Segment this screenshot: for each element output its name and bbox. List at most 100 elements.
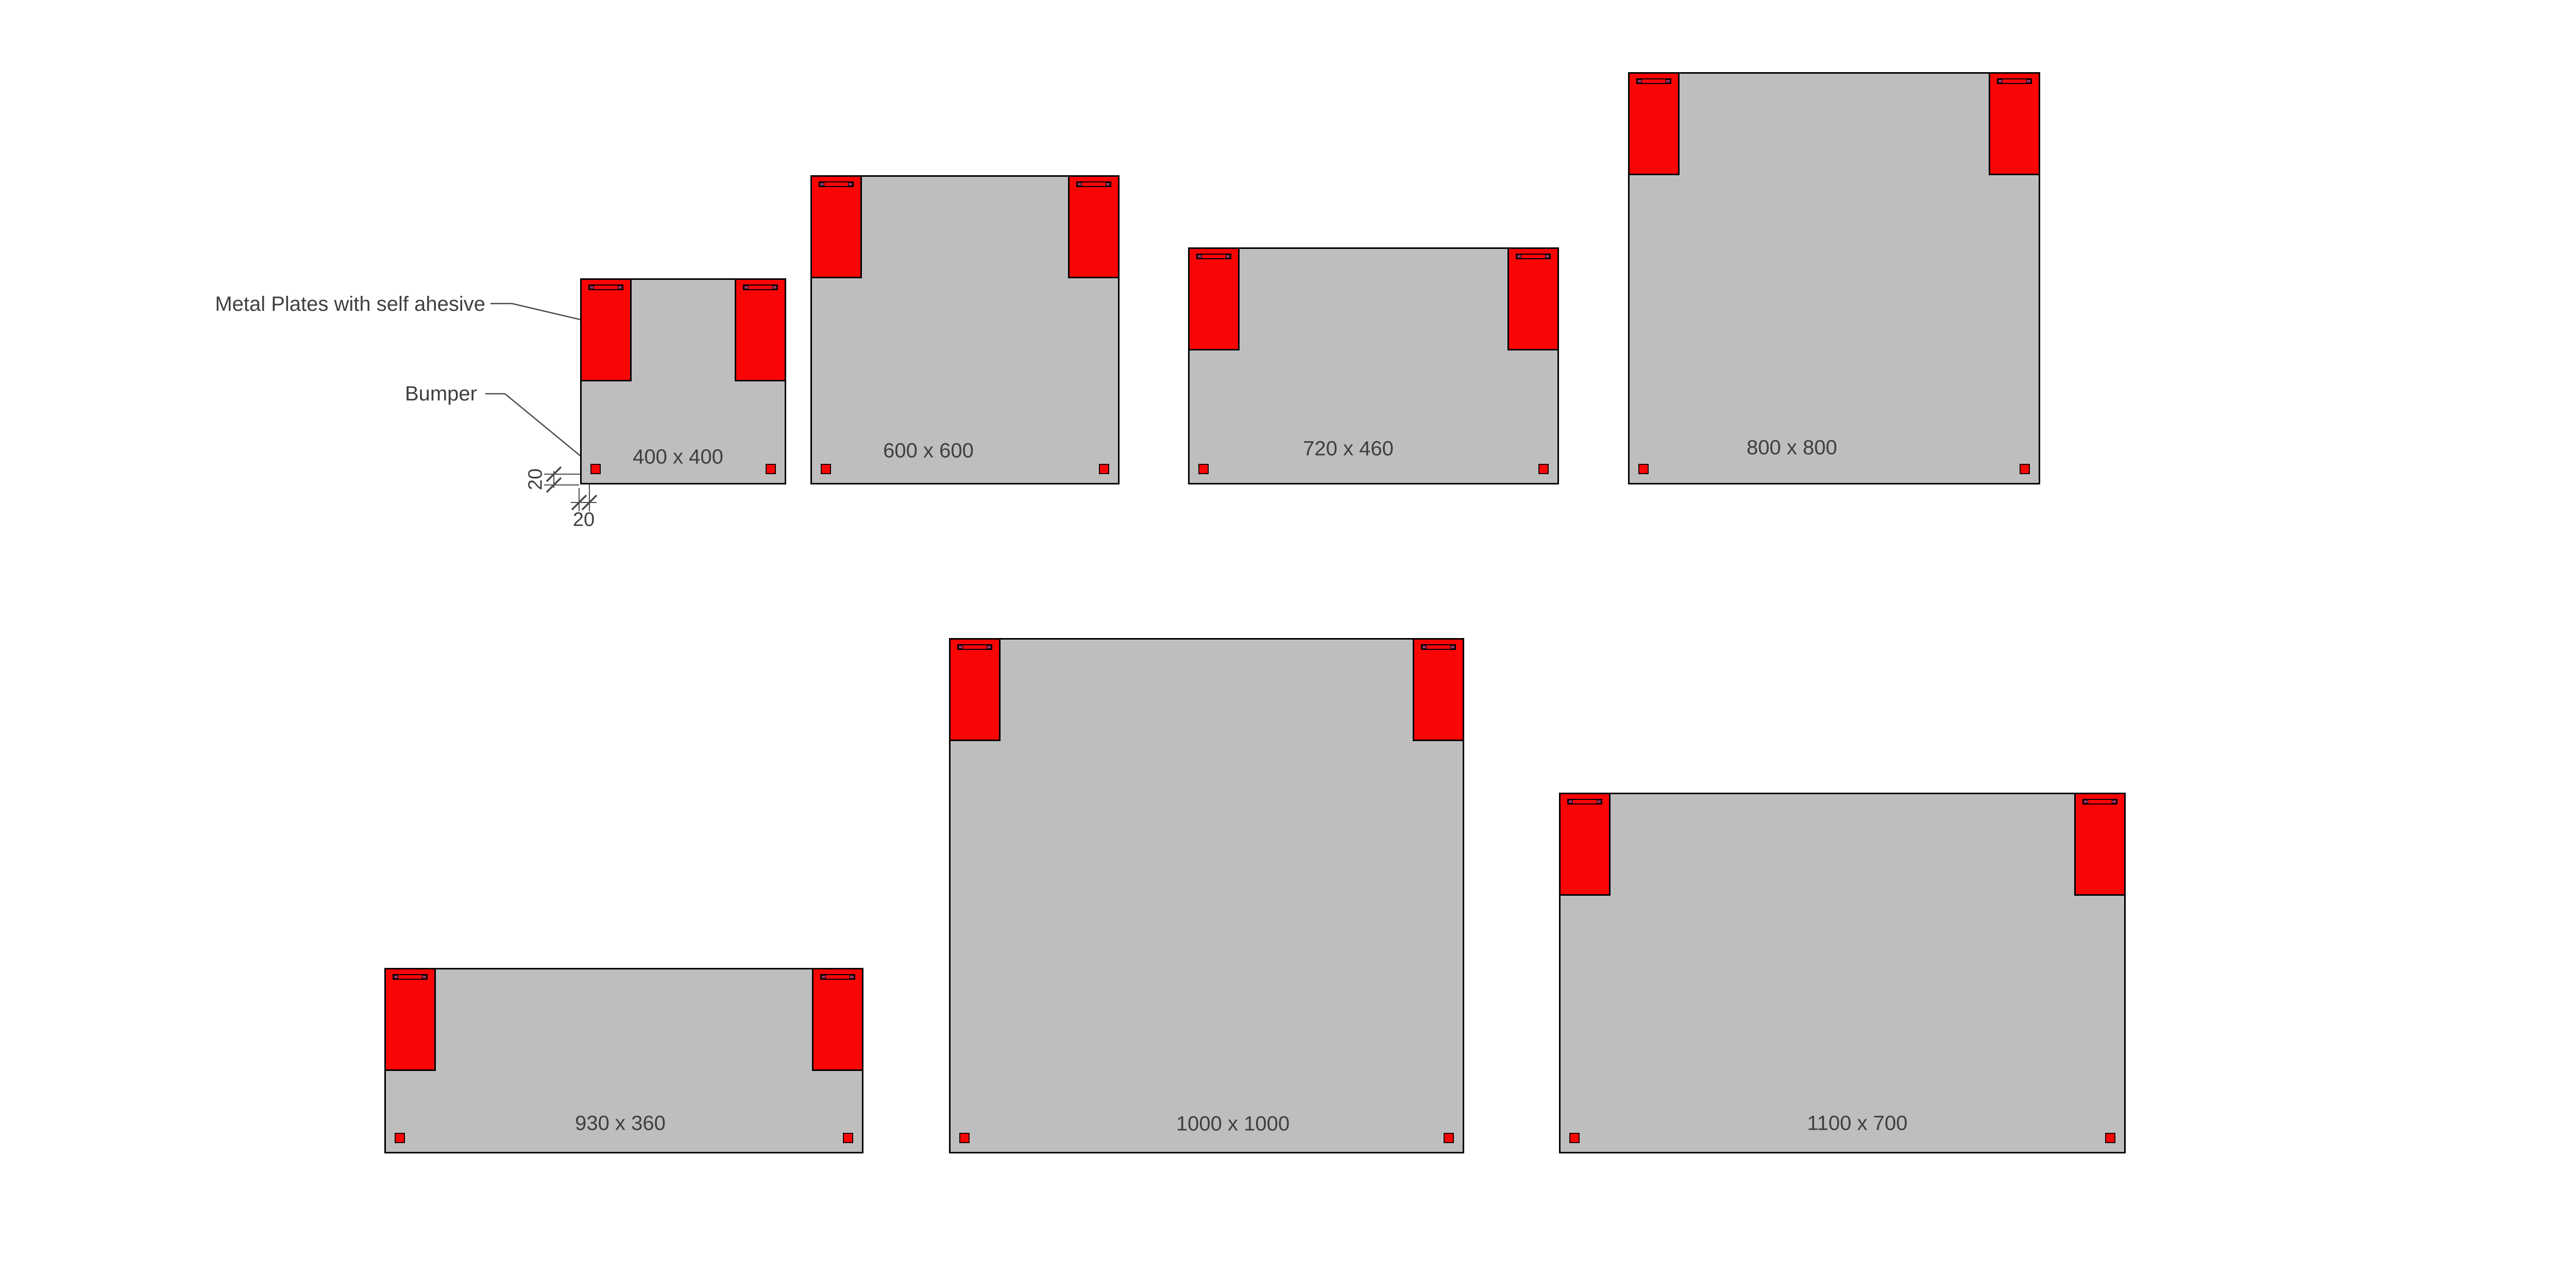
slot-end-cap-left (1998, 79, 2003, 83)
slot-end-cap-left (1517, 255, 1521, 258)
bumper-right (843, 1133, 853, 1143)
dimension-vertical-20-lines (544, 466, 585, 493)
slot-end-cap-right (1226, 255, 1230, 258)
slot-end-cap-left (744, 286, 749, 289)
metal-plate-left (1628, 72, 1680, 175)
panel: 400 x 400 (580, 278, 786, 484)
metal-plate-left (580, 278, 632, 381)
slot-bar (749, 286, 772, 289)
slot-bar (1427, 645, 1450, 649)
plate-slot (743, 284, 778, 290)
bumper-left (1638, 464, 1649, 474)
slot-end-cap-left (589, 286, 594, 289)
plate-slot (1196, 254, 1231, 259)
plate-slot (1636, 78, 1671, 84)
slot-end-cap-right (1106, 182, 1110, 186)
bumper-left (590, 464, 601, 474)
slot-bar (826, 975, 850, 979)
slot-end-cap-right (987, 645, 991, 649)
metal-plate-right (735, 278, 786, 381)
plate-slot (393, 974, 428, 980)
slot-bar (1573, 800, 1597, 803)
bumper-right (766, 464, 776, 474)
plate-slot (1076, 181, 1111, 187)
slot-end-cap-left (1422, 645, 1427, 649)
metal-plate-right (1068, 175, 1120, 278)
bumper-left (959, 1133, 970, 1143)
plate-slot (588, 284, 623, 290)
panel: 600 x 600 (810, 175, 1120, 484)
plate-slot (1567, 799, 1602, 805)
slot-bar (398, 975, 422, 979)
slot-end-cap-right (422, 975, 427, 979)
metal-plate-right (1413, 638, 1464, 741)
slot-end-cap-right (2112, 800, 2116, 803)
slot-bar (2003, 79, 2026, 83)
slot-end-cap-left (2083, 800, 2088, 803)
dimension-20-horizontal: 20 (572, 509, 595, 531)
bumper-left (1569, 1133, 1580, 1143)
plate-slot (819, 181, 854, 187)
slot-end-cap-left (821, 975, 826, 979)
plate-slot (1997, 78, 2032, 84)
slot-end-cap-right (1666, 79, 1670, 83)
metal-plate-left (810, 175, 862, 278)
plate-slot (1421, 644, 1456, 650)
slot-bar (594, 286, 618, 289)
slot-bar (2088, 800, 2112, 803)
slot-end-cap-right (618, 286, 622, 289)
bumper-right (1444, 1133, 1454, 1143)
metal-plate-left (384, 968, 436, 1071)
panel-size-label: 720 x 460 (1303, 437, 1394, 460)
plate-slot (820, 974, 855, 980)
bumper-label: Bumper (404, 382, 477, 405)
slot-end-cap-left (1197, 255, 1202, 258)
bumper-left (821, 464, 831, 474)
slot-bar (963, 645, 987, 649)
slot-end-cap-left (1637, 79, 1642, 83)
slot-end-cap-left (1077, 182, 1082, 186)
plate-slot (2082, 799, 2117, 805)
slot-bar (1521, 255, 1545, 258)
slot-end-cap-left (958, 645, 963, 649)
bumper-right (2105, 1133, 2115, 1143)
panel-size-label: 400 x 400 (633, 445, 723, 468)
leader-line-bumper (485, 393, 593, 466)
bumper-left (1198, 464, 1209, 474)
slot-end-cap-right (848, 182, 853, 186)
metal-plate-left (1559, 793, 1611, 896)
slot-bar (1642, 79, 1666, 83)
slot-bar (824, 182, 848, 186)
bumper-right (1099, 464, 1109, 474)
slot-end-cap-right (2026, 79, 2031, 83)
slot-bar (1202, 255, 1226, 258)
panel: 930 x 360 (384, 968, 863, 1153)
slot-end-cap-right (772, 286, 777, 289)
panel: 720 x 460 (1188, 247, 1559, 484)
slot-end-cap-left (820, 182, 824, 186)
slot-end-cap-right (1450, 645, 1455, 649)
panel-size-label: 1100 x 700 (1807, 1112, 1908, 1135)
metal-plate-right (812, 968, 863, 1071)
panel-size-label: 1000 x 1000 (1176, 1112, 1290, 1135)
plate-slot (957, 644, 992, 650)
slot-bar (1082, 182, 1106, 186)
slot-end-cap-right (1545, 255, 1550, 258)
panel: 800 x 800 (1628, 72, 2040, 484)
panel-size-label: 930 x 360 (575, 1112, 666, 1135)
metal-plate-right (1507, 247, 1559, 350)
slot-end-cap-left (1568, 800, 1573, 803)
slot-end-cap-left (394, 975, 398, 979)
metal-plates-label: Metal Plates with self ahesive (215, 293, 485, 315)
bumper-right (1538, 464, 1549, 474)
dimension-20-vertical: 20 (524, 468, 547, 491)
metal-plate-right (2074, 793, 2126, 896)
panel-size-label: 600 x 600 (883, 439, 974, 462)
plate-slot (1516, 254, 1551, 259)
bumper-left (395, 1133, 405, 1143)
metal-plate-left (1188, 247, 1240, 350)
slot-end-cap-right (850, 975, 854, 979)
panel: 1100 x 700 (1559, 793, 2126, 1153)
metal-plate-left (949, 638, 1001, 741)
